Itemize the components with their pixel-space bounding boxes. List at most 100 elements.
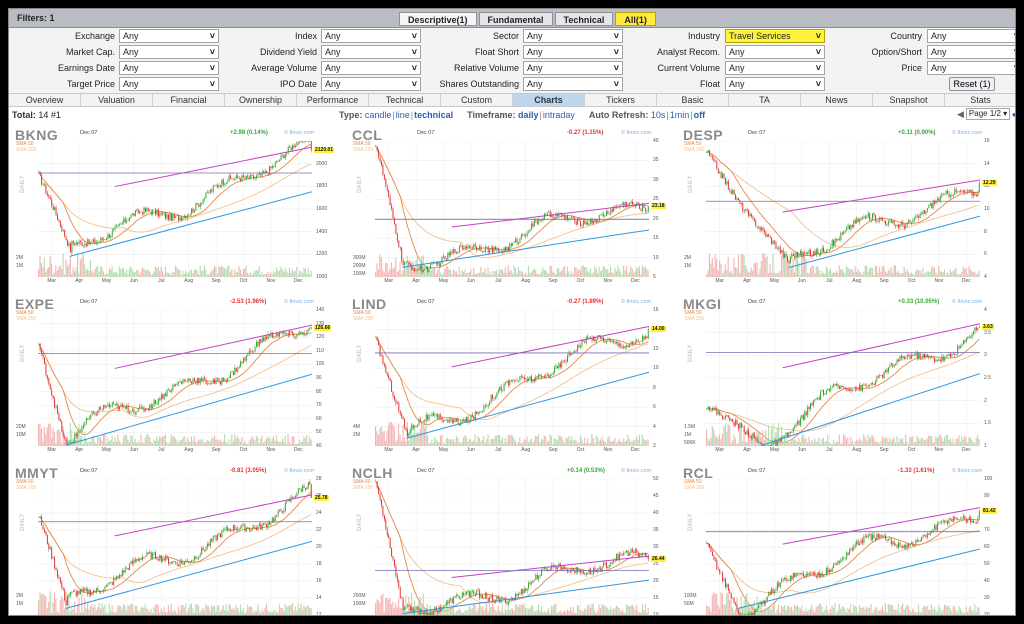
ticker-label[interactable]: NCLH (352, 465, 393, 481)
candle-body (480, 246, 482, 252)
filter-select[interactable]: Any˅ (321, 29, 421, 43)
tab-ownership[interactable]: Ownership (225, 94, 297, 106)
candle-body (142, 212, 144, 215)
tab-charts[interactable]: Charts (513, 94, 585, 106)
tab-performance[interactable]: Performance (297, 94, 369, 106)
page-select[interactable]: Page 1/2 ▾ (965, 108, 1010, 120)
volume-bar (199, 611, 201, 615)
filter-select[interactable]: Any˅ (119, 61, 219, 75)
volume-bar (296, 266, 298, 277)
volume-bar (107, 274, 109, 277)
volume-bar (644, 266, 646, 277)
tab-custom[interactable]: Custom (441, 94, 513, 106)
next-page-icon[interactable]: ● (1012, 110, 1015, 119)
filter-select[interactable]: Any˅ (119, 29, 219, 43)
candle-body (598, 335, 600, 337)
candle-body (419, 265, 421, 269)
ticker-label[interactable]: MKGI (683, 296, 722, 312)
filter-tab-1[interactable]: Fundamental (478, 12, 553, 26)
volume-bar (400, 274, 403, 277)
filter-select[interactable]: Any˅ (523, 61, 623, 75)
filter-tab-0[interactable]: Descriptive(1) (399, 12, 477, 26)
chart-cell-desp[interactable]: DESP Dec 07 +0.11 (0.90%) © finviz.com SMA 5… (680, 123, 1010, 288)
filter-select[interactable]: Any˅ (321, 45, 421, 59)
candle-body (195, 556, 197, 559)
option-link[interactable]: candle (364, 110, 392, 120)
tab-basic[interactable]: Basic (657, 94, 729, 106)
ticker-label[interactable]: LIND (352, 296, 387, 312)
filter-select[interactable]: Any˅ (119, 77, 219, 91)
tab-valuation[interactable]: Valuation (81, 94, 153, 106)
candle-body (116, 576, 118, 580)
filter-select[interactable]: Any˅ (119, 45, 219, 59)
option-link[interactable]: intraday (542, 110, 575, 120)
candle-body (85, 418, 87, 424)
tab-snapshot[interactable]: Snapshot (873, 94, 945, 106)
chart-cell-ccl[interactable]: CCL Dec 07 -0.27 (1.15%) © finviz.com SMA 50… (349, 123, 679, 288)
chart-cell-nclh[interactable]: NCLH Dec 07 +0.14 (0.53%) © finviz.com SMA 5… (349, 461, 679, 615)
chart-cell-lind[interactable]: LIND Dec 07 -0.27 (1.89%) © finviz.com SMA 5… (349, 292, 679, 457)
volume-bar (398, 423, 400, 446)
filter-select[interactable]: Any˅ (523, 77, 623, 91)
candle-body (218, 378, 220, 382)
volume-bar (131, 436, 133, 446)
x-tick-label: Jun (129, 278, 138, 284)
tab-financial[interactable]: Financial (153, 94, 225, 106)
option-link[interactable]: line (395, 110, 410, 120)
candle-body (853, 220, 855, 227)
tab-ta[interactable]: TA (729, 94, 801, 106)
filter-tab-2[interactable]: Technical (554, 12, 614, 26)
volume-bar (519, 604, 521, 615)
chart-cell-mmyt[interactable]: MMYT Dec 07 -0.81 (3.05%) © finviz.com SMA 5… (12, 461, 342, 615)
volume-bar (375, 426, 377, 446)
volume-bar (524, 607, 527, 615)
ticker-label[interactable]: DESP (683, 127, 724, 143)
daily-label: DAILY (357, 344, 363, 362)
chart-cell-expe[interactable]: EXPE Dec 07 -2.53 (1.96%) © finviz.com SMA 5… (12, 292, 342, 457)
volume-bar (63, 441, 66, 446)
ticker-label[interactable]: CCL (352, 127, 383, 143)
filter-select[interactable]: Any˅ (927, 29, 1015, 43)
sma50-line (38, 143, 312, 245)
candle-body (46, 534, 48, 545)
filter-select[interactable]: Any˅ (927, 61, 1015, 75)
prev-page-icon[interactable]: ◀ (957, 108, 964, 119)
filter-select[interactable]: Any˅ (321, 77, 421, 91)
option-link[interactable]: 10s (650, 110, 666, 120)
option-link[interactable]: daily (517, 110, 539, 120)
volume-bar (468, 439, 470, 446)
ticker-label[interactable]: MMYT (15, 465, 59, 481)
filter-tab-3[interactable]: All(1) (615, 12, 656, 26)
chart-cell-mkgi[interactable]: MKGI Dec 07 +0.33 (10.05%) © finviz.com SMA … (680, 292, 1010, 457)
ticker-label[interactable]: BKNG (15, 127, 59, 143)
candle-body (104, 404, 106, 408)
candle-body (820, 391, 822, 400)
candle-body (850, 388, 852, 392)
ticker-label[interactable]: EXPE (15, 296, 55, 312)
filter-select[interactable]: Any˅ (523, 29, 623, 43)
filter-select[interactable]: Any˅ (725, 61, 825, 75)
reset-button[interactable]: Reset (1) (949, 77, 995, 91)
chevron-down-icon: ˅ (613, 79, 619, 89)
candle-body (215, 185, 217, 186)
filter-select[interactable]: Any˅ (725, 45, 825, 59)
tab-news[interactable]: News (801, 94, 873, 106)
tab-stats[interactable]: Stats (945, 94, 1015, 106)
filter-select[interactable]: Any˅ (927, 45, 1015, 59)
volume-bar (229, 605, 231, 615)
tab-technical[interactable]: Technical (369, 94, 441, 106)
candle-body (722, 415, 724, 419)
filter-select[interactable]: Any˅ (321, 61, 421, 75)
volume-bar (38, 423, 40, 446)
tab-tickers[interactable]: Tickers (585, 94, 657, 106)
option-link[interactable]: 1min (669, 110, 690, 120)
volume-bar (127, 274, 129, 277)
filter-select[interactable]: Any˅ (523, 45, 623, 59)
option-link[interactable]: off (693, 110, 706, 120)
tab-overview[interactable]: Overview (9, 94, 81, 106)
filter-select[interactable]: Travel Services ˅ (725, 29, 825, 43)
chart-cell-bkng[interactable]: BKNG Dec 07 +2.98 (0.14%) © finviz.com SMA 5… (12, 123, 342, 288)
volume-bar (399, 434, 401, 446)
option-link[interactable]: technical (414, 110, 454, 120)
filter-select[interactable]: Any˅ (725, 77, 825, 91)
